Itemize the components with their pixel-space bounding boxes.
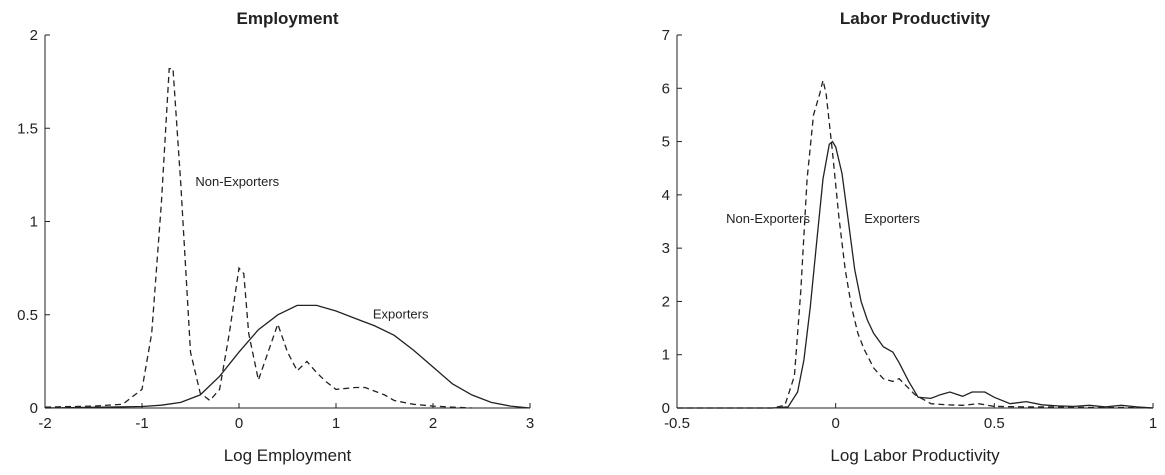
y-tick-label: 0 [662,400,670,417]
chart-panel-1: -2 -1 0 1 2 3 0 0.5 1 1.5 2 Employment Log Employmen… [17,9,534,465]
x-tick-label: 1 [332,415,340,432]
x-tick-label: 1 [1149,415,1157,432]
x-tick-label: 0 [235,415,243,432]
x-tick-label: 0 [831,415,839,432]
chart-title: Employment [236,9,338,28]
y-tick-label: 0.5 [17,307,38,324]
y-tick-label: 1 [30,214,38,231]
series-line-non-exporters [677,80,1154,409]
y-tick-label: 3 [662,240,670,257]
y-tick-label: 1.5 [17,120,38,137]
series-line-non-exporters [44,67,472,409]
x-tick-label: -2 [38,415,51,432]
y-tick-label: 5 [662,134,670,151]
chart-title: Labor Productivity [840,9,991,28]
x-tick-label: 3 [526,415,534,432]
y-tick-label: 7 [662,27,670,44]
x-tick-label: -0.5 [664,415,690,432]
annotation-label: Non-Exporters [195,174,279,189]
x-tick-label: -1 [135,415,148,432]
x-axis-label: Log Labor Productivity [830,446,1000,465]
x-tick-label: 0.5 [984,415,1005,432]
series-line-exporters [677,140,1154,409]
y-tick-label: 2 [30,27,38,44]
annotation-label: Exporters [864,211,920,226]
annotation-label: Non-Exporters [726,211,810,226]
x-axis-label: Log Employment [224,446,352,465]
y-tick-label: 1 [662,347,670,364]
y-tick-label: 4 [662,187,670,204]
x-tick-label: 2 [429,415,437,432]
y-tick-label: 2 [662,293,670,310]
y-tick-label: 0 [30,400,38,417]
y-tick-label: 6 [662,80,670,97]
series-line-exporters [44,304,531,409]
annotation-label: Exporters [373,306,429,321]
